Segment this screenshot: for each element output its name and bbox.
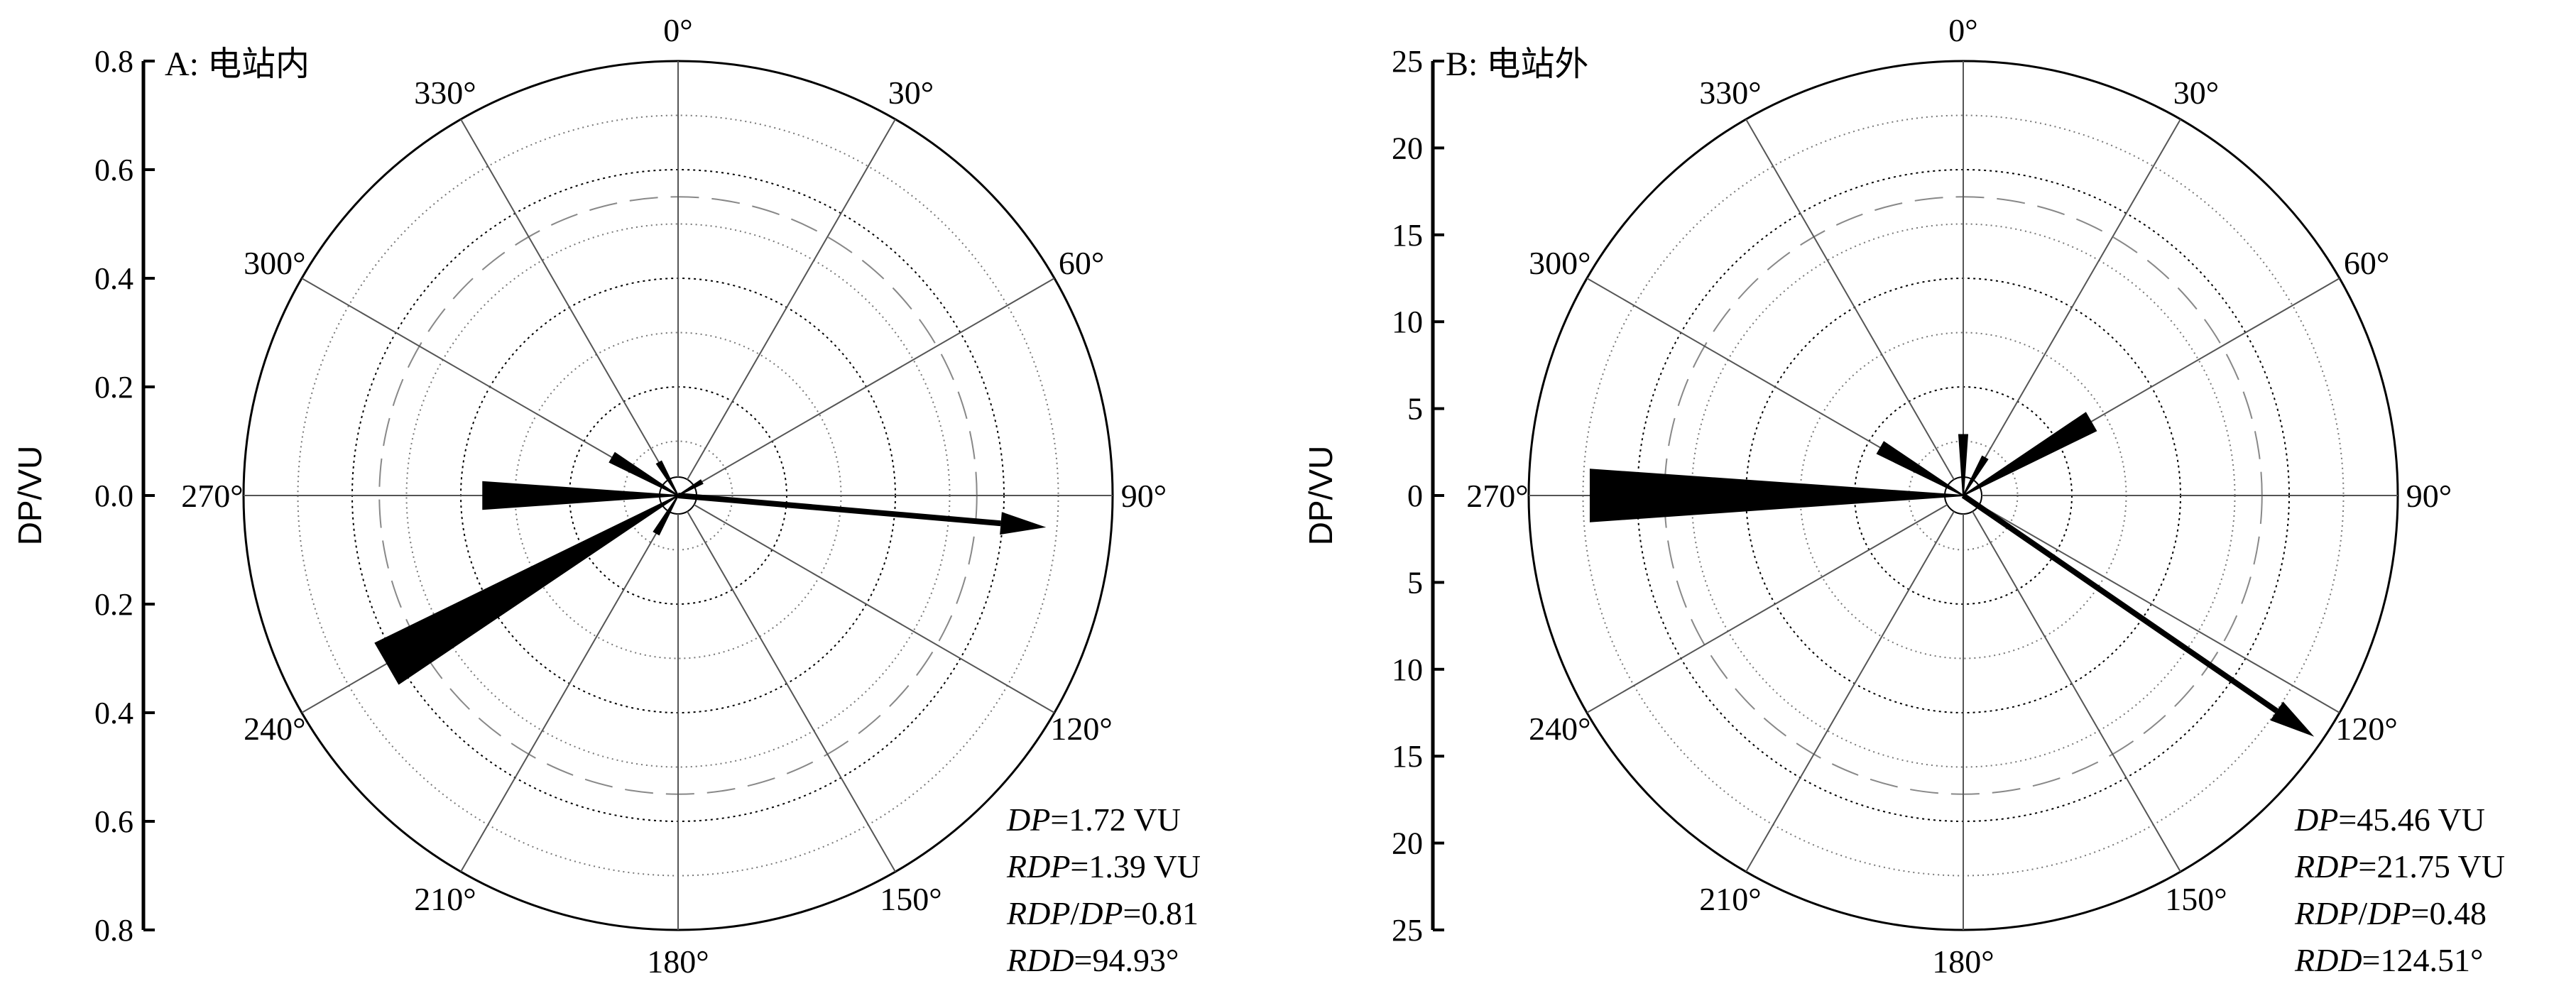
- panel-a-stat-ratio: RDP/DP=0.81: [1006, 895, 1199, 931]
- angle-label-30: 30°: [888, 75, 934, 111]
- panel-a-y-axis-title: DP/VU: [11, 446, 48, 546]
- y-tick-label: 15: [1392, 739, 1423, 774]
- y-tick-label: 5: [1407, 392, 1423, 427]
- angle-label-150: 150°: [880, 881, 942, 917]
- panel-a-stat-rdp: RDP=1.39 VU: [1006, 848, 1201, 885]
- grid-spoke: [687, 511, 896, 872]
- panel-a-y-axis: 0.8 0.6 0.4 0.2 0.0 0.2 0.4 0.6 0.8: [94, 44, 155, 948]
- rose-petal-270: [482, 481, 679, 510]
- panel-a-stat-rdd: RDD=94.93°: [1006, 942, 1179, 978]
- angle-label-90: 90°: [2406, 478, 2452, 514]
- angle-label-60: 60°: [1059, 245, 1104, 281]
- y-tick-label: 10: [1392, 652, 1423, 687]
- y-tick-label: 0.0: [94, 478, 133, 513]
- grid-spoke: [694, 278, 1055, 487]
- angle-label-240: 240°: [244, 711, 305, 747]
- resultant-head: [2270, 701, 2315, 737]
- y-tick-label: 20: [1392, 131, 1423, 165]
- panel-a-resultant-arrow: [677, 493, 1047, 535]
- y-tick-label: 0.6: [94, 153, 133, 187]
- angle-label-300: 300°: [1529, 245, 1590, 281]
- resultant-head: [1000, 512, 1047, 535]
- angle-label-180: 180°: [647, 943, 709, 980]
- angle-label-270: 270°: [181, 478, 243, 514]
- y-tick-label: 20: [1392, 826, 1423, 861]
- panel-a-petals: [374, 451, 704, 685]
- angle-label-90: 90°: [1121, 478, 1167, 514]
- panel-b-stat-rdd: RDD=124.51°: [2294, 942, 2483, 978]
- resultant-shaft: [1961, 493, 2278, 713]
- y-tick-label: 0.4: [94, 261, 133, 296]
- angle-label-60: 60°: [2344, 245, 2389, 281]
- rose-petal-240: [374, 495, 679, 685]
- panel-b-angle-labels: 0° 30° 60° 90° 120° 150° 180° 210° 240° 270° 300° 3…: [1466, 12, 2452, 980]
- grid-spoke: [1745, 119, 1955, 480]
- resultant-shaft: [677, 493, 1001, 527]
- y-tick-label: 0.8: [94, 913, 133, 948]
- grid-spoke: [1972, 119, 2181, 480]
- y-tick-label: 25: [1392, 913, 1423, 948]
- grid-spoke: [301, 278, 662, 487]
- angle-label-120: 120°: [2335, 711, 2397, 747]
- rose-petal-30: [1963, 455, 1989, 496]
- panel-b-stat-rdp: RDP=21.75 VU: [2294, 848, 2505, 885]
- panel-b-stat-ratio: RDP/DP=0.48: [2294, 895, 2487, 931]
- angle-label-30: 30°: [2173, 75, 2219, 111]
- rose-petal-60: [677, 479, 704, 496]
- y-tick-label: 0.2: [94, 370, 133, 405]
- grid-spoke: [1979, 504, 2340, 713]
- panel-a-stat-dp: DP=1.72 VU: [1006, 801, 1181, 838]
- panel-b-y-axis-title: DP/VU: [1302, 446, 1339, 546]
- grid-spoke: [1745, 511, 1955, 872]
- rose-petal-60: [1963, 412, 2097, 496]
- panel-b-title: B: 电站外: [1446, 45, 1588, 83]
- y-tick-label: 0.8: [94, 44, 133, 79]
- angle-label-300: 300°: [244, 245, 305, 281]
- angle-label-330: 330°: [414, 75, 476, 111]
- grid-spoke: [694, 504, 1055, 713]
- panel-a-title: A: 电站内: [165, 45, 310, 83]
- angle-label-270: 270°: [1466, 478, 1528, 514]
- y-tick-label: 0: [1407, 478, 1423, 513]
- y-tick-label: 0.6: [94, 804, 133, 839]
- panel-a-grid: [242, 60, 1114, 931]
- angle-label-150: 150°: [2165, 881, 2227, 917]
- rose-petal-270: [1589, 469, 1964, 522]
- grid-spoke: [460, 119, 670, 480]
- y-tick-label: 15: [1392, 218, 1423, 253]
- rose-petal-330: [655, 460, 679, 496]
- grid-spoke: [1586, 504, 1948, 713]
- rose-petal-300: [1876, 441, 1964, 496]
- angle-label-180: 180°: [1932, 943, 1994, 980]
- panel-a-angle-labels: 0° 30° 60° 90° 120° 150° 180° 210° 240° 270° 300° 3…: [181, 12, 1167, 980]
- angle-label-210: 210°: [1699, 881, 1761, 917]
- panel-b-y-axis: 25 20 15 10 5 0 5 10 15 20 25: [1392, 44, 1444, 948]
- angle-label-240: 240°: [1529, 711, 1590, 747]
- panel-b-petals: [1589, 412, 2097, 522]
- angle-label-0: 0°: [663, 12, 692, 48]
- angle-label-0: 0°: [1948, 12, 1977, 48]
- panel-b-resultant-arrow: [1961, 493, 2315, 737]
- panel-a-chart: 0° 30° 60° 90° 120° 150° 180° 210° 240° 270° 300° 3…: [11, 12, 1201, 980]
- y-tick-label: 10: [1392, 305, 1423, 339]
- y-tick-label: 25: [1392, 44, 1423, 79]
- y-tick-label: 0.4: [94, 696, 133, 730]
- angle-label-210: 210°: [414, 881, 476, 917]
- grid-spoke: [687, 119, 896, 480]
- panel-b-stats: DP=45.46 VU RDP=21.75 VU RDP/DP=0.48 RDD…: [2294, 801, 2505, 978]
- rose-petal-0: [1958, 434, 1969, 496]
- rose-petal-300: [608, 451, 679, 496]
- rose-petal-210: [653, 495, 679, 536]
- panel-b-chart: 0° 30° 60° 90° 120° 150° 180° 210° 240° 270° 300° 3…: [1302, 12, 2505, 980]
- angle-label-120: 120°: [1050, 711, 1112, 747]
- angle-label-330: 330°: [1699, 75, 1761, 111]
- grid-spoke: [1972, 511, 2181, 872]
- grid-spoke: [460, 511, 670, 872]
- y-tick-label: 0.2: [94, 587, 133, 622]
- panel-b-grid: [1527, 60, 2399, 931]
- y-tick-label: 5: [1407, 565, 1423, 600]
- panel-a-stats: DP=1.72 VU RDP=1.39 VU RDP/DP=0.81 RDD=9…: [1006, 801, 1201, 978]
- panel-b-stat-dp: DP=45.46 VU: [2294, 801, 2485, 838]
